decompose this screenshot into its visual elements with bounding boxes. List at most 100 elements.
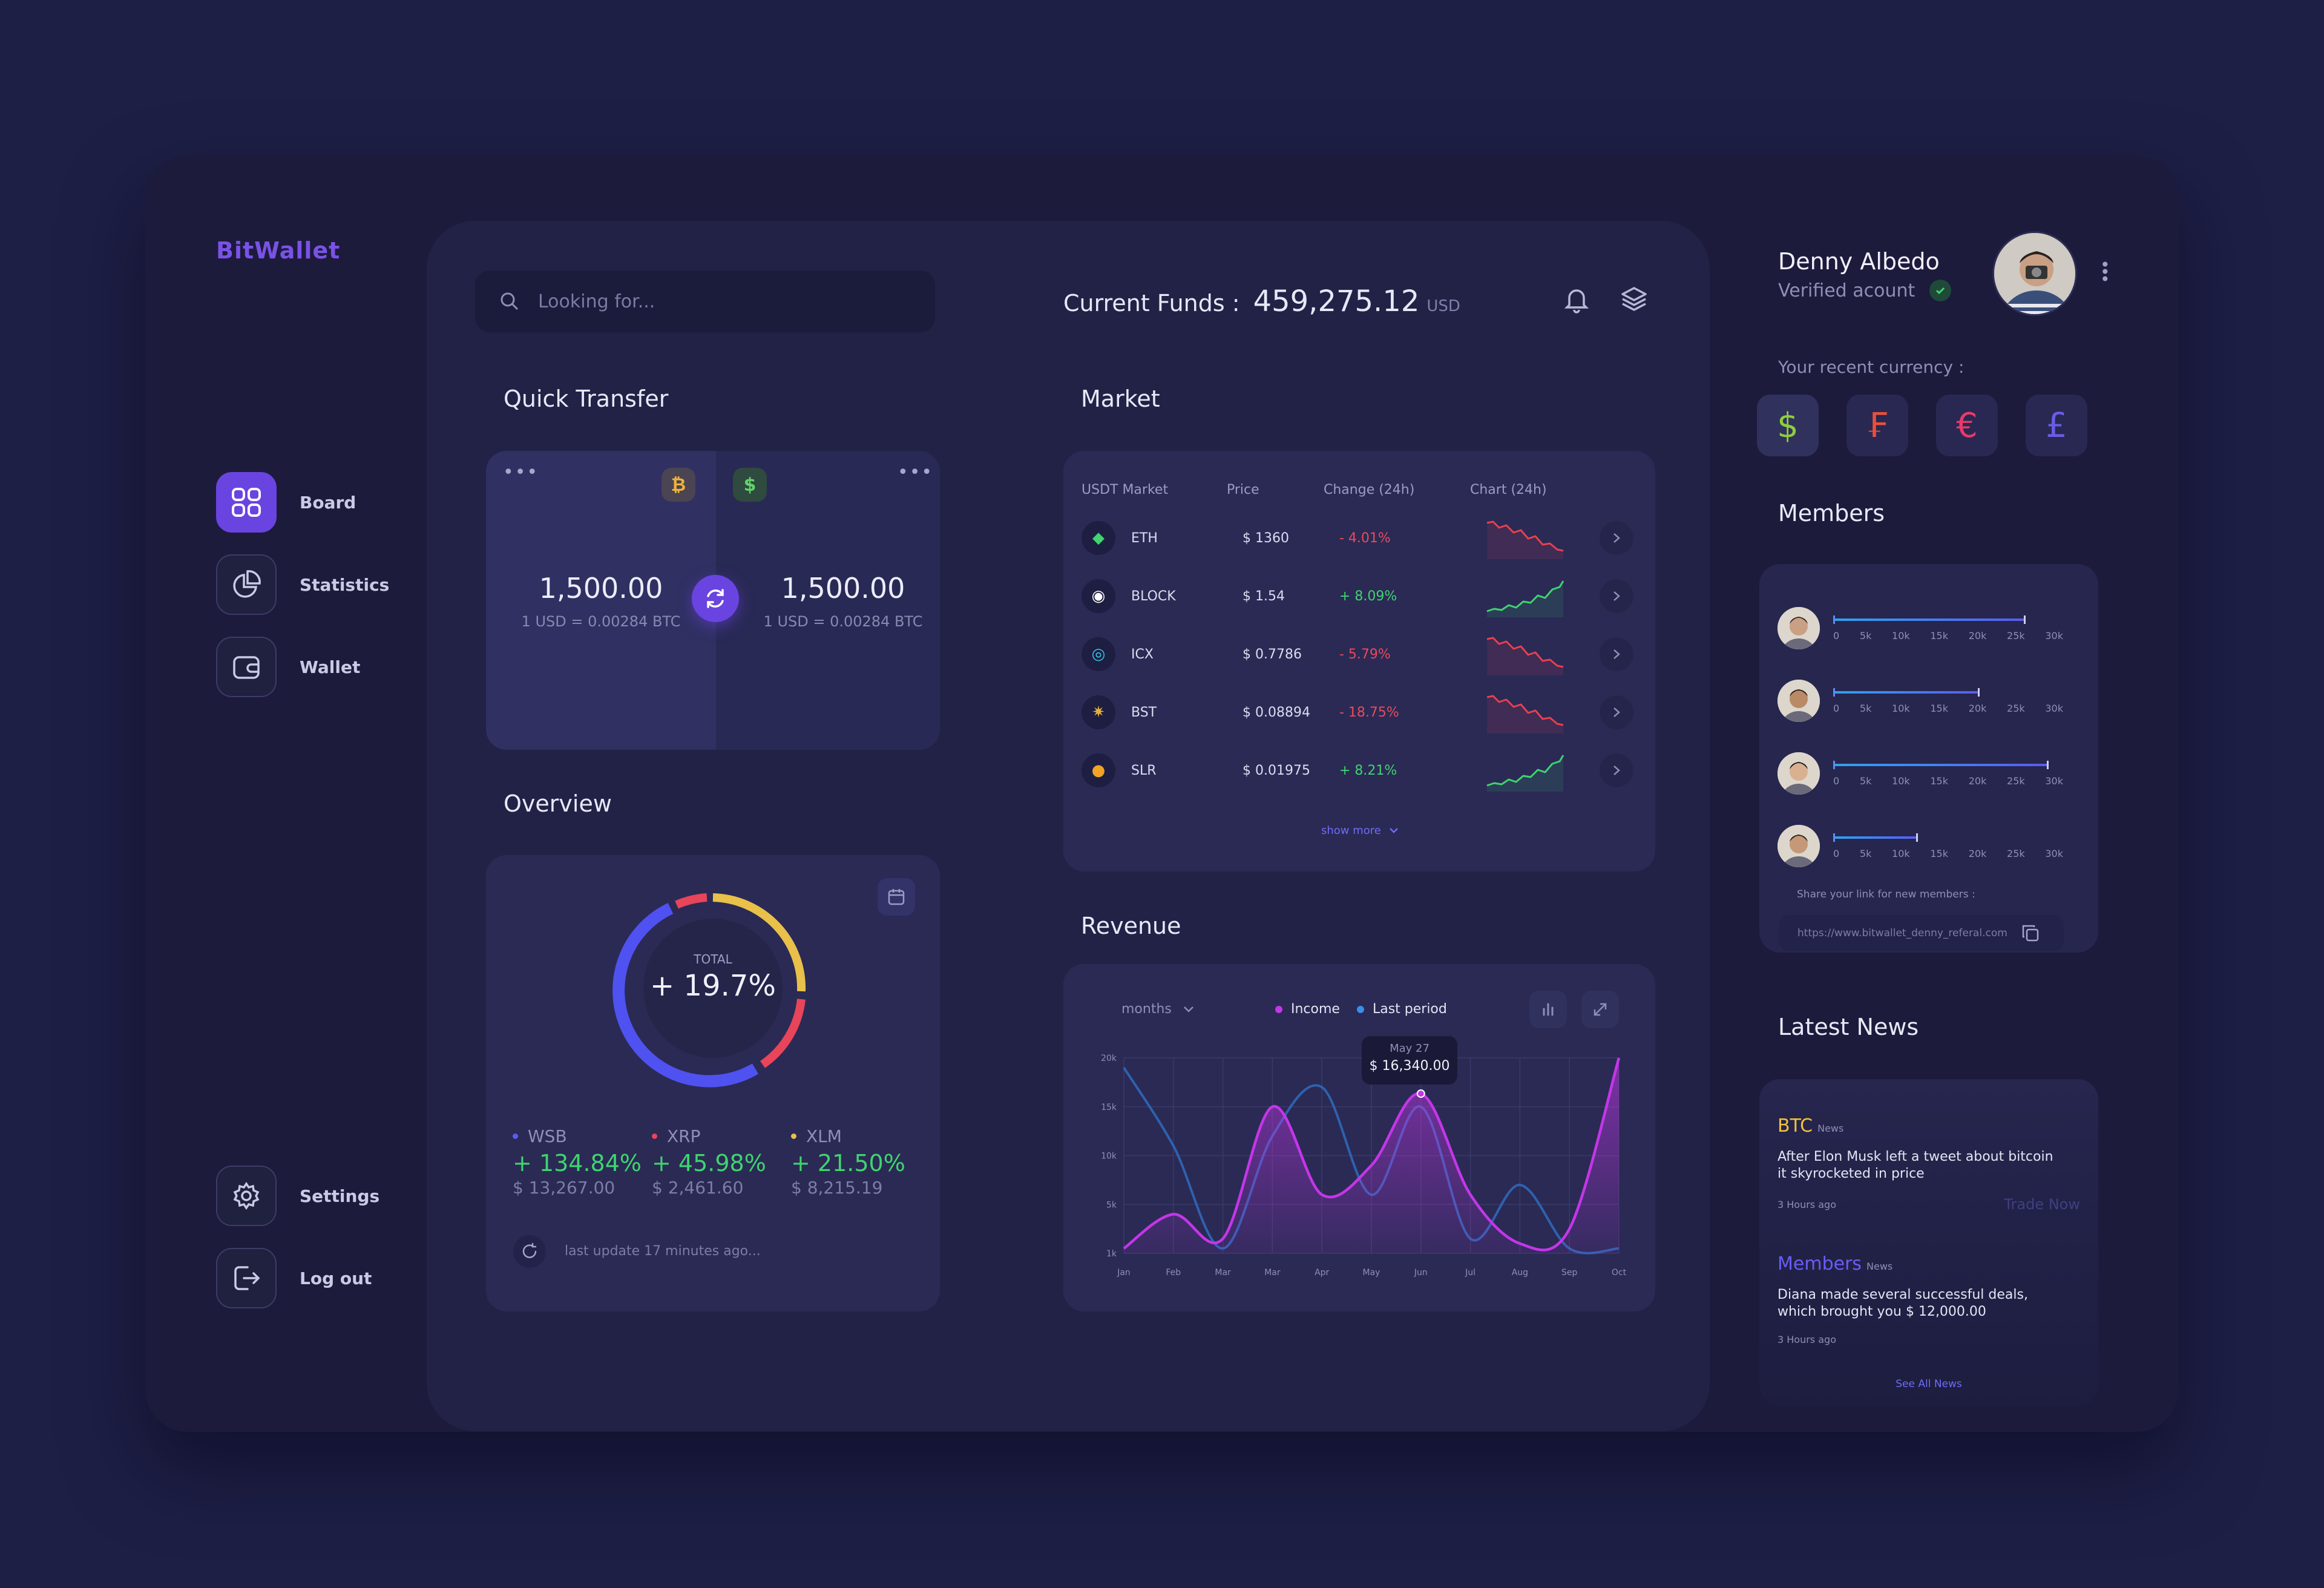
quick-transfer-title: Quick Transfer	[504, 386, 669, 412]
search-input[interactable]: Looking for...	[475, 271, 935, 332]
nav-settings-label: Settings	[300, 1186, 380, 1206]
bar-cap	[1916, 833, 1919, 842]
market-header-change: Change (24h)	[1324, 482, 1415, 497]
currency-button[interactable]: £	[2026, 395, 2087, 456]
currency-button[interactable]: €	[1936, 395, 1998, 456]
member-row[interactable]: 0 5k 10k 15k 20k 25k 30k	[1777, 810, 2080, 882]
bar-chart-button[interactable]	[1529, 991, 1567, 1028]
transfer-from-card[interactable]: ••• ₿ 1,500.00 1 USD = 0.00284 BTC	[486, 451, 716, 750]
overview-legend: WSB + 134.84% $ 13,267.00 XRP + 45.98% $ 2,46…	[513, 1126, 924, 1198]
donut-total-value: + 19.7%	[650, 969, 776, 1003]
legend-dot	[513, 1134, 518, 1139]
more-options-icon[interactable]: •••	[503, 462, 539, 483]
row-chevron-button[interactable]	[1600, 579, 1633, 613]
expand-button[interactable]	[1581, 991, 1619, 1028]
calendar-icon[interactable]	[878, 878, 915, 916]
overview-item-percent: + 21.50%	[791, 1150, 905, 1176]
bar-cap	[2046, 760, 2049, 769]
bitcoin-icon: ₿	[661, 468, 695, 502]
nav-logout[interactable]: Log out	[216, 1248, 372, 1308]
scale-tick: 30k	[2045, 629, 2063, 641]
news-item[interactable]: BTC News After Elon Musk left a tweet ab…	[1777, 1115, 2092, 1213]
overview-item-name: XLM	[806, 1126, 842, 1146]
row-chevron-button[interactable]	[1600, 637, 1633, 671]
search-icon	[501, 292, 519, 310]
nav-board[interactable]: Board	[216, 472, 356, 533]
swap-button[interactable]	[692, 575, 739, 622]
avatar[interactable]	[1992, 231, 2077, 316]
chevron-right-icon	[1613, 649, 1620, 659]
more-options-vertical-icon[interactable]: • • •	[2100, 255, 2110, 289]
x-tick-label: Feb	[1166, 1268, 1181, 1278]
logout-icon	[216, 1248, 277, 1308]
transfer-to-card[interactable]: $ ••• 1,500.00 1 USD = 0.00284 BTC	[716, 451, 940, 750]
market-price: $ 1360	[1242, 530, 1289, 546]
nav-wallet[interactable]: Wallet	[216, 637, 360, 697]
scale-tick: 5k	[1859, 847, 1872, 859]
period-select[interactable]: months	[1121, 1002, 1195, 1017]
funds-amount: 459,275.12	[1253, 284, 1420, 318]
refresh-button[interactable]	[513, 1235, 546, 1268]
member-scale: 0 5k 10k 15k 20k 25k 30k	[1833, 703, 2063, 714]
overview-item-value: $ 13,267.00	[513, 1178, 615, 1198]
market-row[interactable]: ✷ BST $ 0.08894 - 18.75%	[1082, 683, 1638, 741]
see-all-news-link[interactable]: See All News	[1896, 1378, 1962, 1390]
member-progress-bar	[1833, 687, 2063, 697]
trade-now-button[interactable]: Trade Now	[2004, 1196, 2080, 1213]
current-funds: Current Funds : 459,275.12 USD	[1063, 284, 1460, 318]
chevron-right-icon	[1613, 766, 1620, 775]
expand-icon	[1594, 1003, 1607, 1016]
x-tick-label: Mar	[1264, 1268, 1281, 1278]
chevron-right-icon	[1613, 533, 1620, 543]
copy-icon[interactable]	[2021, 924, 2040, 943]
market-row[interactable]: ◆ ETH $ 1360 - 4.01%	[1082, 509, 1638, 567]
nav-statistics[interactable]: Statistics	[216, 554, 389, 615]
referral-link-field[interactable]: https://www.bitwallet_denny_referal.com	[1779, 915, 2064, 951]
gear-icon	[216, 1166, 277, 1226]
nav-board-label: Board	[300, 492, 356, 513]
series-income-line	[1123, 1057, 1621, 1252]
market-coin: ETH	[1131, 530, 1158, 546]
more-options-icon[interactable]: •••	[898, 462, 934, 483]
member-progress-fill	[1833, 763, 2048, 766]
market-row[interactable]: ◎ ICX $ 0.7786 - 5.79%	[1082, 625, 1638, 683]
nav-settings[interactable]: Settings	[216, 1166, 379, 1226]
overview-item-header: XLM	[791, 1126, 924, 1146]
row-chevron-button[interactable]	[1600, 521, 1633, 555]
currency-button[interactable]: ₣	[1846, 395, 1908, 456]
member-progress-bar	[1833, 833, 2063, 842]
overview-item: XRP + 45.98% $ 2,461.60	[652, 1126, 785, 1198]
bell-icon[interactable]	[1564, 286, 1589, 316]
layers-icon[interactable]	[1620, 286, 1648, 316]
x-tick-label: Sep	[1561, 1268, 1578, 1278]
overview-item: WSB + 134.84% $ 13,267.00	[513, 1126, 646, 1198]
coin-icon: ◉	[1082, 579, 1115, 613]
member-row[interactable]: 0 5k 10k 15k 20k 25k 30k	[1777, 664, 2080, 737]
scale-tick: 30k	[2045, 702, 2063, 714]
show-more-link[interactable]: show more	[1321, 824, 1399, 837]
scale-tick: 10k	[1892, 702, 1910, 714]
legend-dot	[652, 1134, 657, 1139]
market-row[interactable]: ● SLR $ 0.01975 + 8.21%	[1082, 741, 1638, 799]
overview-item-value: $ 8,215.19	[791, 1178, 883, 1198]
market-row[interactable]: ◉ BLOCK $ 1.54 + 8.09%	[1082, 567, 1638, 625]
member-row[interactable]: 0 5k 10k 15k 20k 25k 30k	[1777, 592, 2080, 664]
show-more-label: show more	[1321, 824, 1381, 837]
verification-status-text: Verified acount	[1778, 280, 1915, 301]
coin-icon: ✷	[1082, 695, 1115, 729]
pie-chart-icon	[216, 554, 277, 615]
market-price: $ 0.7786	[1242, 646, 1302, 662]
news-text: After Elon Musk left a tweet about bitco…	[1777, 1149, 2053, 1181]
currency-button[interactable]: $	[1757, 395, 1819, 456]
scale-tick: 5k	[1859, 702, 1872, 714]
revenue-title: Revenue	[1081, 913, 1181, 939]
member-progress-fill	[1833, 691, 1979, 694]
market-coin: BLOCK	[1131, 588, 1176, 604]
row-chevron-button[interactable]	[1600, 753, 1633, 787]
row-chevron-button[interactable]	[1600, 695, 1633, 729]
news-item[interactable]: Members News Diana made several successf…	[1777, 1253, 2092, 1345]
overview-item-percent: + 45.98%	[652, 1150, 766, 1176]
member-row[interactable]: 0 5k 10k 15k 20k 25k 30k	[1777, 737, 2080, 810]
news-tag-suffix: News	[1817, 1123, 1844, 1134]
verified-check-icon	[1929, 280, 1952, 301]
